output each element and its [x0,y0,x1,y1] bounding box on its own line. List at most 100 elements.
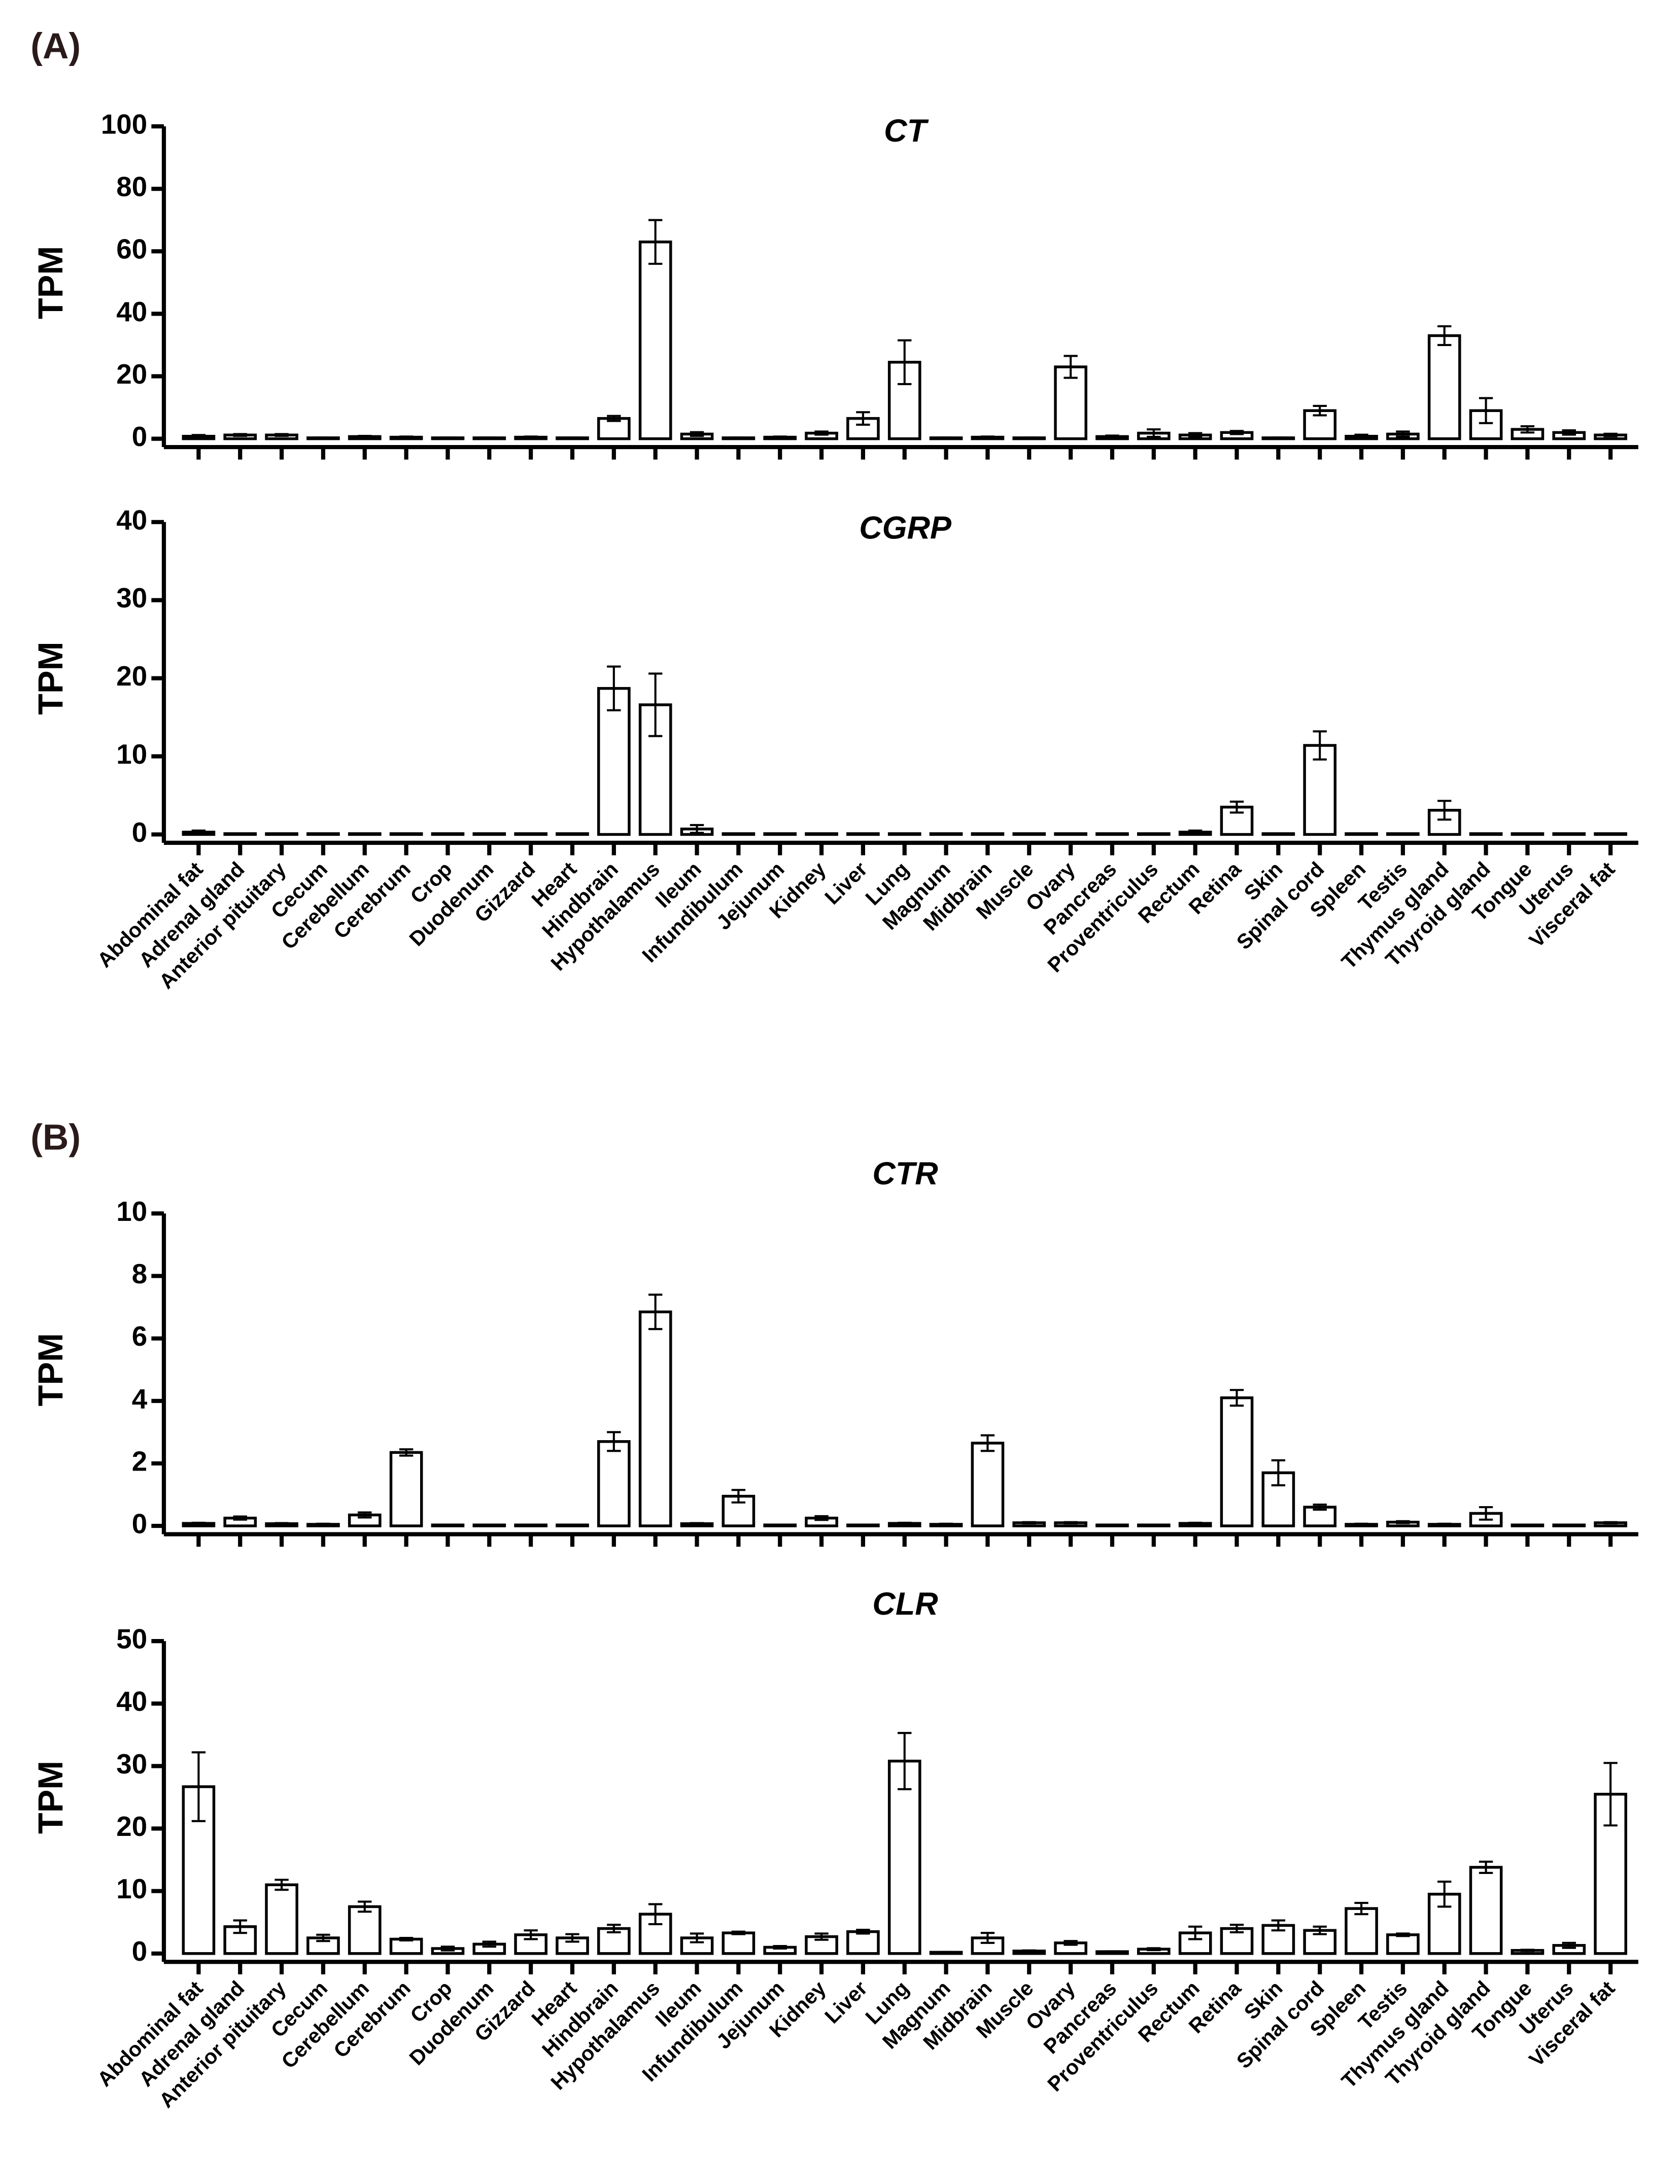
error-bar [939,436,953,439]
error-bar [980,1434,995,1452]
error-bar [233,433,247,437]
error-bar [1188,1925,1203,1940]
error-bar [316,1522,330,1526]
x-tick-label: Liver [820,857,872,909]
error-bar [1022,1521,1036,1525]
error-bar [1437,1522,1452,1526]
y-tick-label: 100 [101,108,147,140]
y-tick-label: 10 [116,1196,147,1227]
error-bar [1022,436,1036,439]
error-bar [358,1511,372,1519]
error-bar [275,1522,289,1526]
error-bar [731,436,746,439]
error-bar [1022,1949,1036,1953]
bar [1427,334,1461,440]
error-bar [440,436,455,439]
error-bar [773,1944,787,1950]
y-tick-label: 40 [116,296,147,327]
error-bar [648,1903,663,1925]
error-bar [898,1732,912,1791]
y-axis-label: TPM [31,1761,70,1834]
error-bar [690,1932,704,1943]
error-bar [1064,355,1078,379]
error-bar [1105,1950,1119,1953]
y-tick-label: 4 [132,1383,148,1414]
error-bar [1271,1459,1286,1487]
chart-title: CLR [872,1586,938,1622]
error-bar [773,435,787,439]
error-bar [565,1933,579,1943]
error-bar [607,1431,621,1452]
bar [389,1451,423,1527]
y-axis-label: TPM [31,246,70,319]
y-tick-label: 20 [116,660,147,692]
y-tick-label: 50 [116,1623,147,1655]
error-bar [648,672,663,737]
error-bar [1520,1949,1535,1952]
error-bar [607,1924,621,1933]
bar [1054,365,1087,440]
y-tick-label: 10 [116,738,147,770]
error-bar [399,435,414,439]
bar [1386,1933,1420,1955]
y-tick-label: 8 [132,1258,147,1289]
y-tick-label: 0 [132,1935,147,1967]
error-bar [482,436,496,439]
bar [722,1931,756,1955]
bar [1261,1471,1295,1527]
y-tick-label: 40 [116,504,147,535]
error-bar [1437,1881,1452,1908]
error-bar [1396,1932,1410,1937]
y-axis-label: TPM [31,641,70,714]
error-bar [440,1946,455,1952]
error-bar [275,433,289,437]
error-bar [898,1521,912,1525]
bar [1469,1866,1503,1955]
error-bar [1562,1941,1576,1949]
error-bar [1603,1521,1618,1525]
error-bar [856,411,870,426]
bar [348,1905,382,1955]
y-tick-label: 80 [116,171,147,202]
y-tick-label: 60 [116,233,147,265]
error-bar [358,1900,372,1913]
error-bar [690,431,704,437]
y-tick-label: 6 [132,1320,147,1352]
y-tick-label: 20 [116,1811,147,1842]
error-bar [1147,428,1161,438]
error-bar [358,435,372,438]
error-bar [275,1879,289,1891]
chart-title: CGRP [859,510,952,546]
error-bar [1188,829,1203,835]
error-bar [399,1448,414,1457]
error-bar [980,435,995,439]
error-bar [1188,1521,1203,1525]
error-bar [814,1515,829,1521]
x-tick-label: Liver [820,1976,872,2028]
error-bar [1229,1389,1244,1407]
error-bar [1271,436,1286,439]
error-bar [1271,1919,1286,1932]
y-tick-label: 0 [132,816,147,848]
error-bar [731,1930,746,1935]
y-tick-label: 2 [132,1445,147,1477]
error-bar [524,435,538,439]
error-bar [1437,325,1452,346]
error-bar [1354,433,1368,439]
error-bar [482,1940,496,1948]
error-bar [856,1928,870,1935]
chart-title: CTR [872,1156,938,1191]
error-bar [648,219,663,265]
error-bar [233,1919,247,1934]
error-bar [191,829,206,835]
bar [389,1937,423,1955]
error-bar [233,1515,247,1521]
error-bar [1147,1947,1161,1952]
bar [1345,1907,1378,1955]
error-bar [939,1522,953,1526]
error-bar [648,1293,663,1330]
bar [1220,1396,1254,1527]
y-tick-label: 30 [116,582,147,613]
chart-title: CT [884,113,929,149]
